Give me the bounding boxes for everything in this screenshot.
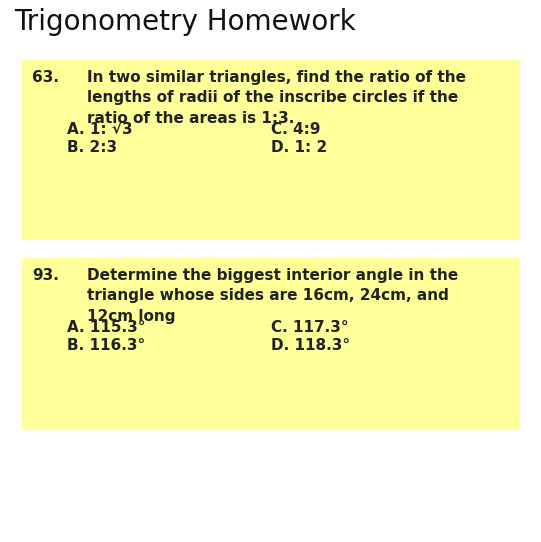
- Text: C. 4:9: C. 4:9: [271, 122, 320, 137]
- Text: D. 118.3°: D. 118.3°: [271, 338, 350, 353]
- Text: A. 115.3°: A. 115.3°: [67, 320, 146, 335]
- Text: Determine the biggest interior angle in the
triangle whose sides are 16cm, 24cm,: Determine the biggest interior angle in …: [87, 268, 458, 324]
- Text: Trigonometry Homework: Trigonometry Homework: [14, 8, 356, 36]
- Text: A. 1: √3: A. 1: √3: [67, 122, 133, 137]
- Text: C. 117.3°: C. 117.3°: [271, 320, 348, 335]
- Text: D. 1: 2: D. 1: 2: [271, 140, 327, 155]
- Text: 93.: 93.: [32, 268, 59, 283]
- Text: In two similar triangles, find the ratio of the
lengths of radii of the inscribe: In two similar triangles, find the ratio…: [87, 70, 466, 126]
- Text: 63.: 63.: [32, 70, 59, 85]
- Text: B. 116.3°: B. 116.3°: [67, 338, 145, 353]
- Text: B. 2:3: B. 2:3: [67, 140, 117, 155]
